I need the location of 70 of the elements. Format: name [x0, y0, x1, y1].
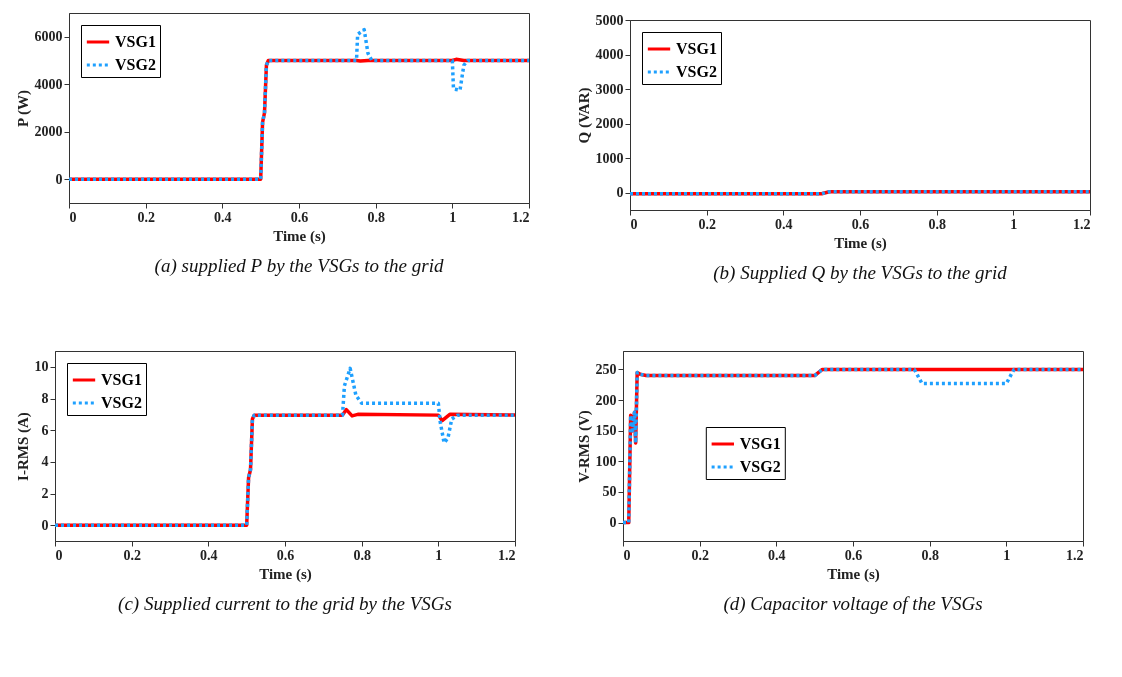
x-tick-label: 0 — [630, 216, 638, 232]
x-axis-title: Time (s) — [273, 227, 326, 245]
legend-label: VSG1 — [739, 435, 781, 452]
y-tick-label: 200 — [595, 392, 617, 408]
x-axis-title: Time (s) — [834, 234, 887, 252]
y-tick-label: 2000 — [595, 116, 624, 132]
line-series — [55, 366, 515, 527]
x-tick-label: 0.8 — [928, 216, 946, 232]
y-tick-label: 6000 — [34, 29, 63, 45]
x-tick-label: 0.4 — [768, 547, 786, 563]
x-tick-label: 0.8 — [367, 209, 385, 225]
y-axis-title: Q (VAR) — [575, 87, 593, 144]
y-tick-label: 4000 — [595, 47, 624, 63]
x-tick-label: 0.4 — [200, 547, 218, 563]
y-tick-label: 3000 — [595, 81, 624, 97]
legend-label: VSG2 — [739, 458, 781, 475]
legend-label: VSG2 — [676, 63, 717, 80]
y-tick-label: 0 — [41, 517, 49, 533]
y-tick-label: 250 — [595, 361, 617, 377]
legend-label: VSG1 — [115, 33, 156, 50]
y-axis-title: I-RMS (A) — [14, 412, 32, 481]
y-tick-label: 5000 — [595, 12, 624, 28]
y-tick-label: 0 — [55, 171, 63, 187]
x-tick-label: 0.4 — [775, 216, 793, 232]
y-tick-label: 1000 — [595, 150, 624, 166]
x-axis-title: Time (s) — [259, 565, 312, 583]
legend-label: VSG1 — [101, 371, 142, 388]
x-tick-label: 1 — [1010, 216, 1018, 232]
y-tick-label: 10 — [34, 359, 49, 375]
y-tick-label: 2 — [41, 486, 49, 501]
y-tick-label: 50 — [602, 484, 617, 500]
text: (a) supplied P by the VSGs to the grid — [154, 255, 444, 277]
x-tick-label: 0.8 — [353, 547, 371, 563]
x-tick-label: 1.2 — [498, 547, 516, 563]
x-tick-label: 0.6 — [290, 209, 309, 225]
legend-label: VSG1 — [676, 40, 717, 57]
text: (b) Supplied Q by the VSGs to the grid — [713, 262, 1008, 284]
x-tick-label: 0.2 — [137, 209, 155, 225]
y-tick-label: 2000 — [34, 124, 63, 140]
x-tick-label: 1 — [449, 209, 457, 225]
y-tick-label: 4 — [41, 454, 49, 470]
x-tick-label: 0.2 — [123, 547, 141, 563]
x-tick-label: 0.6 — [276, 547, 295, 563]
text: (d) Capacitor voltage of the VSGs — [723, 593, 983, 615]
y-tick-label: 8 — [41, 391, 49, 406]
x-tick-label: 1.2 — [1066, 547, 1084, 563]
legend-label: VSG2 — [115, 56, 156, 73]
y-tick-label: 4000 — [34, 76, 63, 92]
x-tick-label: 0.2 — [698, 216, 716, 232]
line-series — [69, 27, 529, 181]
y-tick-label: 6 — [41, 422, 49, 438]
x-tick-label: 1.2 — [1073, 216, 1091, 232]
y-tick-label: 150 — [595, 423, 617, 439]
x-tick-label: 1.2 — [512, 209, 530, 225]
y-axis-title: V-RMS (V) — [575, 410, 593, 483]
x-tick-label: 1 — [1003, 547, 1011, 563]
x-tick-label: 0.8 — [921, 547, 939, 563]
x-tick-label: 0 — [69, 209, 77, 225]
x-tick-label: 0.6 — [844, 547, 863, 563]
legend-label: VSG2 — [101, 394, 142, 411]
text: (c) Supplied current to the grid by the VSGs — [118, 593, 452, 615]
y-tick-label: 0 — [609, 515, 617, 531]
y-tick-label: 100 — [595, 453, 617, 469]
x-axis-title: Time (s) — [827, 565, 880, 583]
x-tick-label: 0.2 — [691, 547, 709, 563]
y-tick-label: 0 — [616, 185, 624, 201]
x-tick-label: 1 — [435, 547, 443, 563]
y-axis-title: P (W) — [14, 89, 32, 128]
x-tick-label: 0.4 — [214, 209, 232, 225]
x-tick-label: 0.6 — [851, 216, 870, 232]
